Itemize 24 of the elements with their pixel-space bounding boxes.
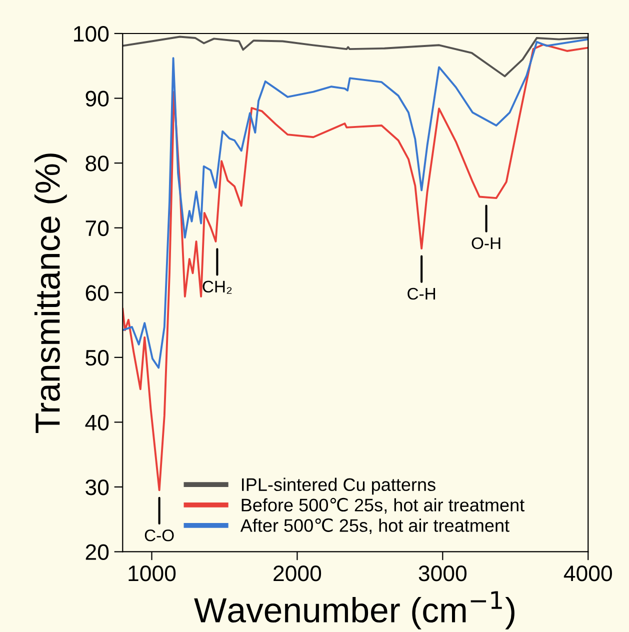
y-axis-title: Transmittance (%) — [34, 154, 67, 433]
y-tick-label: 50 — [86, 350, 109, 366]
y-tick-label: 80 — [86, 156, 109, 172]
annotation: CH₂ — [202, 280, 232, 294]
y-tick-label: 30 — [86, 479, 109, 496]
y-tick-label: 90 — [86, 90, 109, 107]
legend-label: IPL-sintered Cu patterns — [242, 478, 436, 495]
y-tick-label: 60 — [86, 285, 109, 301]
x-tick-label: 3000 — [418, 566, 467, 582]
y-tick-label: 100 — [74, 26, 109, 42]
annotation: C-O — [144, 530, 174, 542]
x-tick-label: 2000 — [274, 566, 322, 582]
y-tick-label: 40 — [85, 414, 109, 430]
x-axis-title: Wavenumber (cm$^{−1}$) — [194, 591, 514, 630]
annotation: C-H — [408, 288, 436, 300]
y-tick-label: 70 — [86, 220, 109, 236]
x-tick-label: 4000 — [564, 566, 612, 582]
y-tick-label: 20 — [86, 544, 109, 560]
line-series — [122, 38, 588, 369]
line-series — [122, 36, 588, 78]
legend-label: Before 500℃ 25s, hot air treatment — [242, 498, 524, 514]
x-tick-label: 1000 — [128, 566, 176, 582]
legend-label: After 500℃ 25s, hot air treatment — [240, 518, 510, 534]
annotation: O-H — [472, 237, 500, 250]
